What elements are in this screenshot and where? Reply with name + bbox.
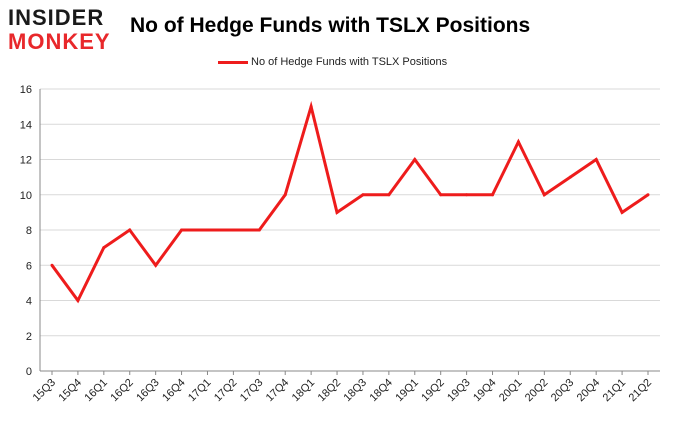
legend-swatch <box>218 60 248 64</box>
y-tick-label: 4 <box>26 296 32 308</box>
x-tick-label: 16Q3 <box>134 377 162 405</box>
series-group <box>50 100 650 304</box>
x-tick-label: 19Q4 <box>471 377 499 405</box>
logo-line-monkey: MONKEY <box>8 29 111 54</box>
data-point <box>128 228 132 232</box>
x-tick-label: 19Q1 <box>393 377 421 405</box>
y-tick-labels: 0 2 4 6 8 10 12 14 16 <box>20 84 32 378</box>
x-tick-label: 16Q1 <box>82 377 110 405</box>
x-tick-label: 21Q2 <box>627 377 655 405</box>
data-point <box>257 228 261 232</box>
data-point <box>594 158 598 161</box>
x-tick-label: 15Q3 <box>31 377 59 405</box>
x-tick-label: 19Q3 <box>445 377 473 405</box>
data-point <box>205 228 209 232</box>
x-tick-label: 17Q2 <box>212 377 240 405</box>
x-tick-label: 20Q3 <box>549 377 577 405</box>
x-tick-label: 17Q1 <box>186 377 214 405</box>
x-tick-label: 18Q3 <box>342 377 370 405</box>
data-point <box>361 193 365 197</box>
data-point <box>413 158 417 161</box>
y-tick-label: 8 <box>26 225 32 237</box>
y-tick-label: 16 <box>20 84 32 96</box>
data-point <box>335 210 339 214</box>
x-tick-labels: 15Q315Q416Q116Q216Q316Q417Q117Q217Q317Q4… <box>31 377 655 405</box>
data-point <box>620 210 624 214</box>
chart-legend: No of Hedge Funds with TSLX Positions <box>218 54 447 70</box>
data-point <box>516 140 520 144</box>
data-point <box>180 228 184 232</box>
grid-lines <box>40 88 660 337</box>
x-tick-label: 16Q4 <box>160 377 188 405</box>
data-point <box>76 299 80 302</box>
x-tick-label: 16Q2 <box>108 377 136 405</box>
data-point <box>542 193 546 197</box>
x-tick-label: 18Q1 <box>290 377 318 405</box>
x-tick-label: 18Q4 <box>367 377 395 405</box>
data-point <box>283 193 287 197</box>
x-tick-label: 18Q2 <box>316 377 344 405</box>
x-tick-label: 17Q4 <box>264 377 292 405</box>
y-tick-label: 12 <box>20 155 32 167</box>
y-tick-label: 6 <box>26 260 32 272</box>
insider-monkey-logo: INSIDER MONKEY <box>8 6 126 56</box>
chart-title: No of Hedge Funds with TSLX Positions <box>130 14 531 37</box>
data-point <box>309 105 313 109</box>
data-point <box>102 246 106 250</box>
x-tick-label: 15Q4 <box>57 377 85 405</box>
x-tick-label: 20Q4 <box>575 377 603 405</box>
data-point <box>154 263 158 267</box>
y-tick-label: 0 <box>26 366 32 378</box>
logo-line-insider: INSIDER <box>8 5 105 30</box>
legend-label: No of Hedge Funds with TSLX Positions <box>251 56 448 68</box>
axes <box>39 89 660 375</box>
data-point <box>50 263 54 267</box>
y-tick-label: 10 <box>20 190 32 202</box>
x-tick-label: 17Q3 <box>238 377 266 405</box>
x-tick-label: 20Q1 <box>497 377 525 405</box>
data-point <box>231 228 235 232</box>
y-tick-label: 2 <box>26 331 32 343</box>
data-point <box>491 193 495 197</box>
x-tick-label: 21Q1 <box>601 377 629 405</box>
y-tick-label: 14 <box>20 119 32 131</box>
x-tick-label: 20Q2 <box>523 377 551 405</box>
x-tick-label: 19Q2 <box>419 377 447 405</box>
data-point <box>465 193 469 197</box>
data-point <box>646 193 650 197</box>
series-line <box>50 100 649 304</box>
data-point <box>439 193 443 197</box>
data-point <box>387 193 391 197</box>
data-point <box>568 175 572 179</box>
